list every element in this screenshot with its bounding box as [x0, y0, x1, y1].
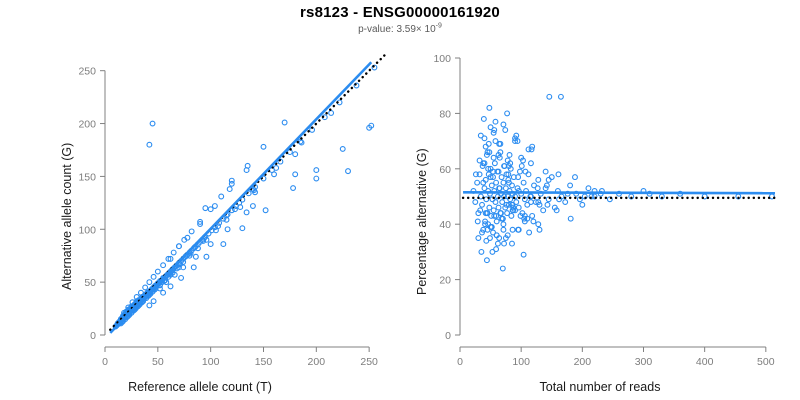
- figure-title: rs8123 - ENSG00000161920: [300, 4, 500, 21]
- x-tick-label: 200: [574, 356, 592, 368]
- left-y-axis-title: Alternative allele count (G): [60, 142, 74, 290]
- left-x-axis-title: Reference allele count (T): [128, 380, 272, 394]
- regression-line: [109, 61, 373, 334]
- y-tick-label: 200: [78, 119, 96, 131]
- x-tick-label: 250: [360, 356, 378, 368]
- x-tick-label: 200: [308, 356, 326, 368]
- y-tick-label: 0: [90, 330, 96, 342]
- y-tick-label: 60: [439, 164, 451, 176]
- left-plot-svg: 0 50 100 150 200 250 0 50 100 150 200 250: [78, 53, 387, 368]
- x-tick-label: 0: [102, 356, 108, 368]
- x-tick-label: 100: [202, 356, 220, 368]
- x-tick-label: 0: [457, 356, 463, 368]
- y-tick-label: 100: [433, 53, 451, 65]
- y-tick-label: 0: [445, 330, 451, 342]
- x-tick-label: 50: [152, 356, 164, 368]
- right-y-axis-title: Percentage alternative (G): [415, 148, 429, 295]
- y-tick-label: 20: [439, 275, 451, 287]
- x-tick-label: 300: [635, 356, 653, 368]
- scatter-panel-left: 0 50 100 150 200 250 0 50 100 150 200 250 Reference…: [60, 53, 387, 394]
- scatter-panel-right: 0 20 40 60 80 100 0 100 200 300 400 500 Total numbe…: [400, 0, 800, 400]
- y-tick-label: 40: [439, 219, 451, 231]
- figure-subtitle: p-value: 3.59× 10-9: [0, 22, 800, 35]
- regression-line: [463, 191, 776, 195]
- data-points: [470, 93, 775, 272]
- y-tick-label: 50: [84, 277, 96, 289]
- y-tick-label: 80: [439, 108, 451, 120]
- right-x-axis-title: Total number of reads: [539, 380, 661, 394]
- y-tick-label: 150: [78, 171, 96, 183]
- x-tick-label: 400: [696, 356, 714, 368]
- right-plot-svg: 0 20 40 60 80 100 0 100 200 300 400 500: [433, 53, 777, 368]
- y-tick-label: 100: [78, 224, 96, 236]
- x-tick-label: 100: [512, 356, 530, 368]
- p-value-exponent: -9: [435, 22, 442, 30]
- x-tick-label: 150: [255, 356, 273, 368]
- x-tick-label: 500: [757, 356, 775, 368]
- p-value-text: p-value: 3.59× 10: [358, 24, 436, 35]
- y-tick-label: 250: [78, 66, 96, 78]
